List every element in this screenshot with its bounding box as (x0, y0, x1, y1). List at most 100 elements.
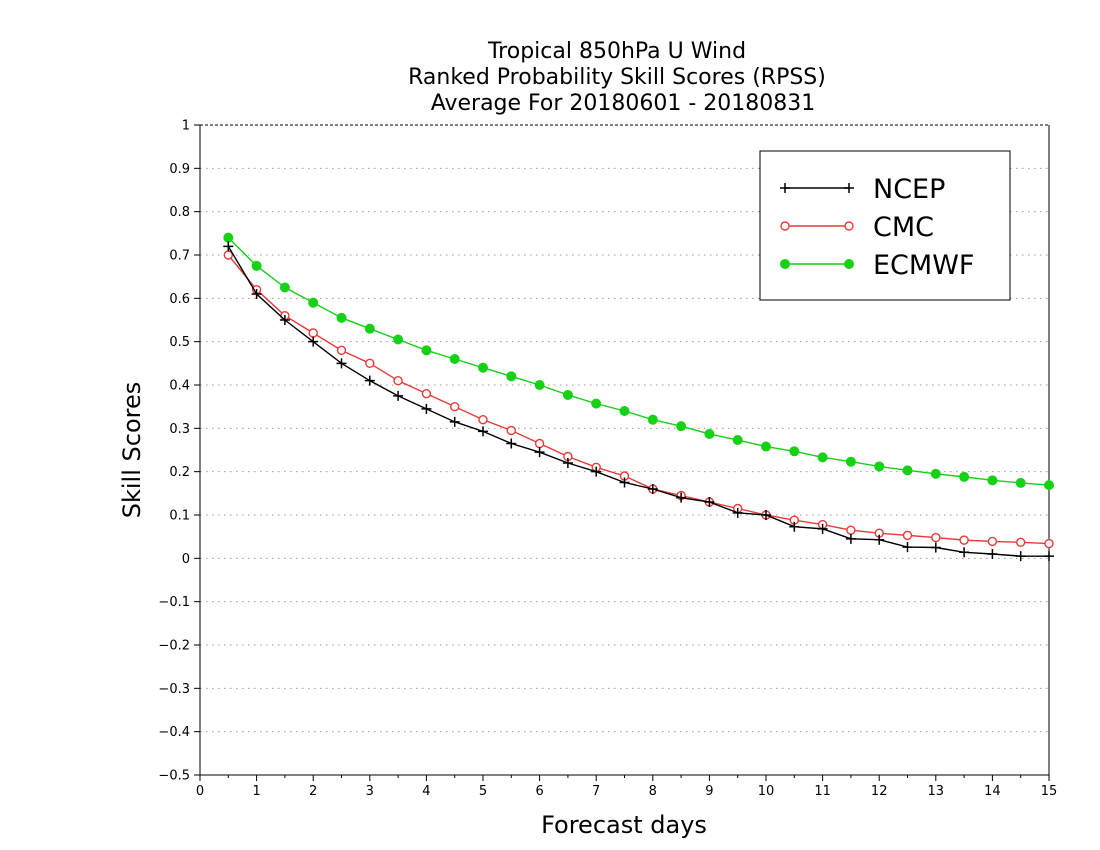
data-point-ecmwf (279, 282, 290, 293)
series-ecmwf (223, 232, 1054, 491)
data-point-ncep (591, 466, 602, 477)
x-tick-label: 1 (252, 784, 260, 799)
data-point-ncep (336, 358, 347, 369)
series-line-cmc (227, 254, 1050, 545)
data-point-ncep (223, 241, 234, 252)
data-point-ecmwf (619, 406, 630, 416)
data-point-cmc (450, 401, 460, 412)
data-point-ecmwf (676, 421, 687, 432)
y-tick-label: 0.1 (169, 509, 190, 524)
series-ncep (223, 241, 1054, 562)
data-point-cmc (902, 530, 913, 541)
data-point-ncep (421, 403, 432, 414)
legend-item-ecmwf: ECMWF (780, 250, 974, 281)
x-tick-label: 15 (1041, 784, 1058, 799)
x-tick-label: 8 (649, 784, 657, 799)
data-point-ncep (393, 390, 404, 401)
data-point-cmc (308, 328, 318, 338)
data-point-ecmwf (1044, 480, 1054, 491)
data-point-ecmwf (223, 232, 234, 243)
data-point-ncep (562, 458, 573, 468)
data-point-cmc (931, 532, 941, 543)
chart-title: Tropical 850hPa U Wind Ranked Probabilit… (408, 39, 826, 116)
y-tick-label: 0.2 (169, 465, 190, 480)
data-point-ecmwf (449, 354, 460, 364)
data-point-ecmwf (732, 435, 743, 446)
data-point-ncep (845, 533, 856, 544)
y-tick-label: 0.3 (169, 422, 190, 437)
legend-marker (780, 183, 790, 193)
legend-marker (780, 259, 790, 269)
data-point-ncep (874, 534, 885, 545)
x-tick-label: 0 (196, 784, 204, 799)
data-point-ecmwf (789, 446, 800, 457)
data-point-cmc (393, 375, 403, 386)
legend-label: ECMWF (873, 250, 974, 281)
x-tick-label: 2 (309, 784, 317, 799)
data-point-ecmwf (506, 371, 517, 382)
data-point-ecmwf (930, 468, 941, 479)
data-point-ecmwf (562, 389, 573, 400)
legend-label: NCEP (873, 174, 945, 205)
y-tick-label: 0.8 (169, 205, 190, 220)
data-point-ecmwf (393, 334, 404, 345)
data-point-cmc (478, 414, 488, 425)
x-tick-label: 12 (871, 784, 888, 799)
data-point-ncep (761, 510, 771, 520)
legend-item-ncep: NCEP (780, 174, 945, 205)
legend-label: CMC (873, 212, 934, 243)
legend: NCEP CMC ECMWF (759, 150, 1011, 301)
data-point-ncep (534, 447, 545, 458)
y-tick-label: −0.1 (158, 595, 190, 610)
data-point-ecmwf (902, 465, 913, 476)
data-point-ecmwf (761, 441, 771, 452)
data-point-ecmwf (336, 312, 347, 323)
y-tick-label: 0 (182, 552, 190, 567)
x-tick-label: 6 (535, 784, 543, 799)
x-tick-label: 3 (366, 784, 374, 799)
data-point-ecmwf (704, 428, 715, 439)
legend-marker (844, 183, 854, 193)
data-point-cmc (1044, 538, 1054, 549)
data-point-ncep (1015, 551, 1026, 562)
y-tick-label: 0.9 (169, 162, 190, 177)
data-point-ecmwf (364, 323, 375, 334)
data-point-ecmwf (251, 260, 262, 271)
y-tick-label: 0.5 (169, 335, 190, 350)
data-point-cmc (987, 536, 998, 547)
data-point-ecmwf (874, 461, 885, 472)
legend-item-cmc: CMC (780, 212, 934, 243)
data-point-ncep (676, 492, 687, 503)
y-tick-label: −0.2 (158, 639, 190, 654)
data-point-ncep (308, 336, 319, 347)
data-point-cmc (846, 525, 856, 535)
data-point-cmc (534, 438, 545, 449)
data-point-ecmwf (534, 380, 545, 390)
x-tick-label: 5 (479, 784, 487, 799)
x-tick-label: 11 (814, 784, 831, 799)
data-point-ncep (364, 375, 375, 386)
data-point-ecmwf (647, 414, 658, 425)
data-point-ncep (647, 484, 658, 494)
x-tick-label: 14 (984, 784, 1001, 799)
x-tick-label: 4 (422, 784, 430, 799)
data-point-ncep (732, 507, 743, 518)
title-line-1: Tropical 850hPa U Wind (487, 39, 746, 64)
data-point-cmc (959, 535, 969, 545)
title-line-3: Average For 20180601 - 20180831 (431, 91, 816, 116)
data-point-cmc (1016, 537, 1026, 547)
data-point-ecmwf (421, 345, 432, 356)
data-point-ecmwf (478, 362, 488, 373)
data-point-ncep (987, 549, 998, 559)
y-tick-label: −0.3 (158, 682, 190, 697)
x-tick-label: 7 (592, 784, 600, 799)
data-point-ncep (930, 542, 941, 553)
data-point-ncep (506, 438, 517, 449)
data-point-ncep (279, 315, 290, 325)
x-axis-label: Forecast days (541, 811, 707, 839)
data-point-ncep (704, 497, 715, 507)
data-point-ncep (789, 521, 800, 532)
data-point-ecmwf (817, 452, 828, 463)
data-point-cmc (336, 345, 347, 356)
